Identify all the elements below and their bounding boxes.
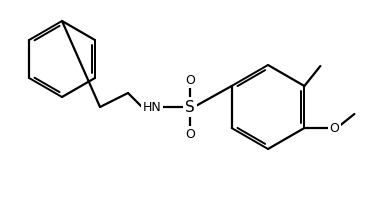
Text: O: O [185,128,195,141]
Text: S: S [185,100,195,114]
Text: O: O [185,73,195,86]
Text: O: O [330,122,339,135]
Text: HN: HN [143,101,161,113]
